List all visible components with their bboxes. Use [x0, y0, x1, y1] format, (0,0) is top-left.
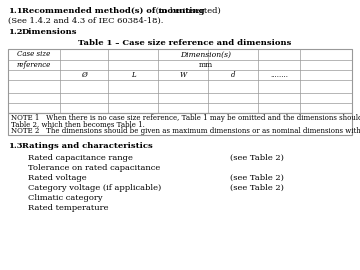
Text: Ratings and characteristics: Ratings and characteristics	[22, 142, 153, 150]
Text: (see Table 2): (see Table 2)	[230, 154, 284, 162]
Text: L: L	[131, 71, 135, 79]
Text: (see Table 2): (see Table 2)	[230, 184, 284, 192]
Text: Rated capacitance range: Rated capacitance range	[28, 154, 133, 162]
Text: Category voltage (if applicable): Category voltage (if applicable)	[28, 184, 161, 192]
Bar	[8, 49, 352, 113]
Text: W: W	[179, 71, 186, 79]
Text: Recommended method(s) of mounting: Recommended method(s) of mounting	[22, 7, 204, 15]
Text: Rated voltage: Rated voltage	[28, 174, 87, 182]
Text: 1.2: 1.2	[8, 28, 22, 36]
Text: Case size
reference: Case size reference	[17, 50, 51, 69]
Bar	[8, 113, 352, 135]
Text: (See 1.4.2 and 4.3 of IEC 60384-18).: (See 1.4.2 and 4.3 of IEC 60384-18).	[8, 17, 163, 25]
Text: NOTE 2   The dimensions should be given as maximum dimensions or as nominal dime: NOTE 2 The dimensions should be given as…	[11, 127, 360, 135]
Text: NOTE 1   When there is no case size reference, Table 1 may be omitted and the di: NOTE 1 When there is no case size refere…	[11, 114, 360, 122]
Text: mm: mm	[199, 61, 213, 69]
Text: (see Table 2): (see Table 2)	[230, 174, 284, 182]
Text: d: d	[231, 71, 235, 79]
Text: 1.3: 1.3	[8, 142, 22, 150]
Text: ........: ........	[270, 71, 288, 79]
Text: Climatic category: Climatic category	[28, 194, 103, 202]
Text: Table 1 – Case size reference and dimensions: Table 1 – Case size reference and dimens…	[78, 39, 292, 47]
Text: Dimensions: Dimensions	[22, 28, 77, 36]
Text: 1.1: 1.1	[8, 7, 23, 15]
Text: Rated temperature: Rated temperature	[28, 204, 108, 212]
Text: Ø: Ø	[81, 71, 87, 79]
Text: (to be inserted): (to be inserted)	[153, 7, 221, 15]
Text: Tolerance on rated capacitance: Tolerance on rated capacitance	[28, 164, 160, 172]
Text: Table 2, which then becomes Table 1.: Table 2, which then becomes Table 1.	[11, 120, 145, 128]
Text: Dimension(s): Dimension(s)	[180, 50, 231, 59]
